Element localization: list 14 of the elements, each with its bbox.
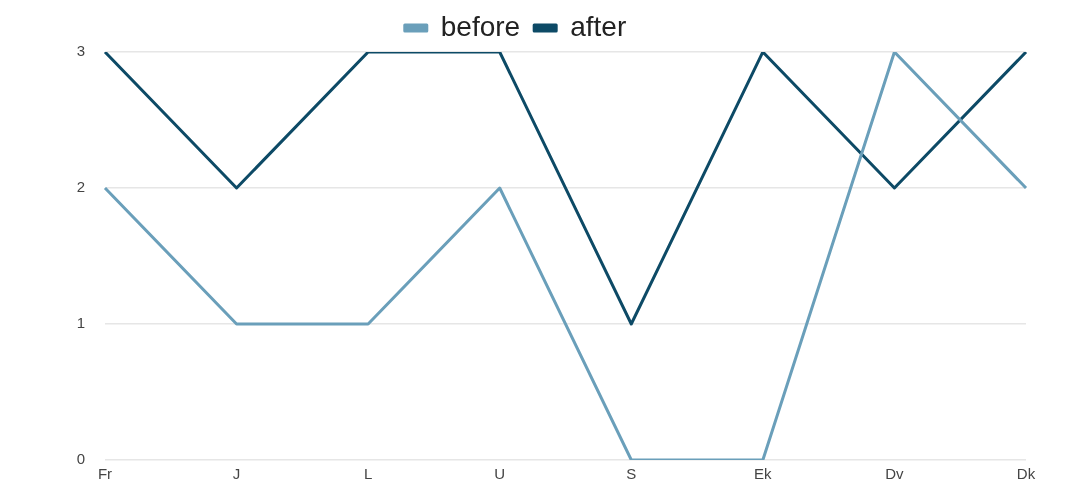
x-tick-label: Ek [754,465,773,483]
x-tick-label: U [494,465,506,483]
y-tick-label: 3 [76,42,85,60]
y-tick-label: 2 [76,178,85,196]
x-tick-label: Fr [97,465,113,483]
legend-label: after [570,10,627,42]
y-tick-label: 0 [76,450,85,468]
x-tick-label: Dk [1016,465,1036,483]
x-tick-label: Dv [885,465,905,483]
x-tick-label: J [232,465,241,483]
x-tick-label: S [626,465,637,483]
y-tick-label: 1 [76,314,85,332]
legend-label: before [440,10,521,42]
x-tick-label: L [363,465,373,483]
